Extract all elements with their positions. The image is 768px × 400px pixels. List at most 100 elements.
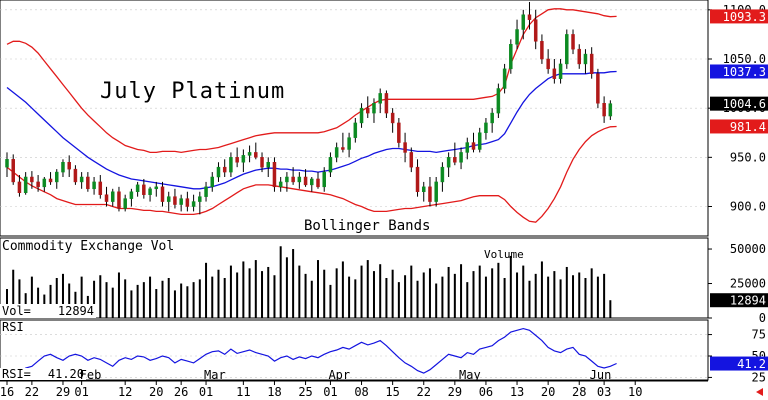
candle-body-up [297,176,302,183]
candle-body-up [285,176,289,183]
candlestick [509,39,513,74]
date-axis-tick-label: 29 [56,385,70,399]
volume-bar [559,279,562,318]
candle-body-up [378,93,382,104]
candlestick [129,188,134,207]
rsi-axis-tick-label: 25 [752,370,766,384]
candlestick [210,172,215,192]
candlestick [135,181,140,197]
candle-body-up [198,196,202,202]
candle-body-up [565,34,569,65]
candlestick [310,177,314,192]
candlestick [527,1,532,30]
candle-body-down [577,48,581,65]
candlestick [558,59,563,84]
candle-body-down [397,122,401,143]
candle-body-down [546,58,550,70]
date-axis-tick-label: 03 [597,385,611,399]
volume-bar [55,278,58,318]
volume-bar [310,280,313,318]
bollinger-bands-label: Bollinger Bands [304,218,430,234]
candle-body-up [135,184,140,193]
candlestick [185,191,190,212]
volume-bar [242,261,245,318]
date-axis-tick-label: 20 [149,385,163,399]
volume-bar [603,273,606,318]
candlestick [496,83,501,118]
candle-body-up [477,132,482,150]
candle-body-down [527,14,532,20]
candlestick [608,100,613,120]
candlestick [5,152,9,177]
price-last-value-label: 981.4 [730,120,766,134]
volume-bar [130,290,133,318]
volume-axis-tick-label: 25000 [730,277,766,291]
candlestick [260,152,264,173]
volume-bar [68,283,71,318]
volume-bar [360,265,363,318]
candlestick [477,127,482,153]
rsi-readout-box [0,368,86,380]
candle-body-down [471,142,476,150]
date-axis-month-label: May [459,368,481,382]
volume-panel-frame [0,237,709,319]
volume-bar [416,280,419,318]
candle-body-down [235,157,239,163]
volume-bar [335,268,338,318]
candlestick [191,194,196,212]
candle-body-up [216,166,221,178]
candle-body-down [173,196,177,205]
volume-bar [292,249,295,318]
candlestick [459,147,463,170]
price-last-value-labels: 1093.3 1037.3 1004.6 981.4 [710,9,768,134]
candle-body-up [434,181,438,202]
rsi-axis-tick-label: 75 [752,328,766,342]
volume-bar [211,276,214,318]
candlestick [266,157,270,177]
candle-body-up [484,122,488,133]
candlestick [204,181,208,202]
candlestick [222,159,227,177]
rsi-line [6,327,617,374]
bollinger-lower-band [6,125,617,223]
candlestick [390,108,395,133]
volume-bar [503,278,506,318]
candle-body-up [334,147,339,158]
volume-bar [217,269,220,318]
candlestick [79,172,84,189]
candlestick [86,172,90,192]
volume-bar [298,265,301,318]
candlestick [602,96,606,123]
volume-panel: Commodity Exchange Vol Volume 0 25000 5000… [0,237,768,325]
volume-bar [254,260,257,318]
candle-body-down [415,166,420,193]
date-axis-month-label: Mar [204,368,226,382]
candle-body-down [390,112,395,124]
date-axis-tick-label: 10 [628,385,642,399]
candlestick [55,169,59,189]
date-axis-tick-label: 29 [448,385,462,399]
candle-body-up [247,152,252,156]
candle-body-down [453,157,457,163]
volume-last-value-label-box [710,293,768,308]
candle-body-up [166,196,171,202]
volume-panel-label: Volume [484,248,524,261]
candle-body-up [446,157,451,168]
date-axis-tick-label: 26 [174,385,188,399]
candlestick [484,118,488,140]
candlestick [502,63,507,94]
volume-readout-box [0,304,96,318]
candlestick [409,147,414,173]
candlestick [303,169,308,187]
candlestick [428,177,432,207]
candlestick [471,132,476,153]
scroll-left-arrow-icon[interactable] [756,388,763,396]
price-panel-frame [0,0,709,237]
candlestick [577,44,581,69]
volume-bar [285,257,288,318]
candlestick [117,186,121,212]
price-last-value-label-box [710,64,768,79]
candle-body-up [496,88,501,114]
